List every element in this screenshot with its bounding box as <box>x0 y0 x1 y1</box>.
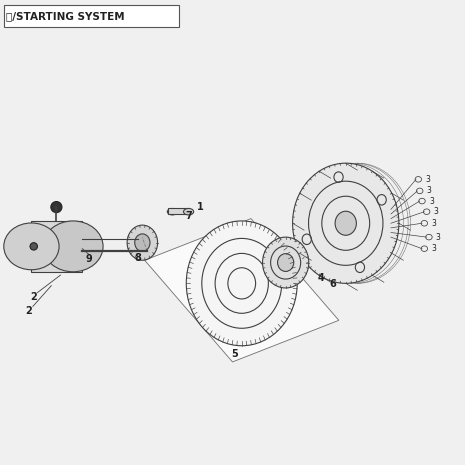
Ellipse shape <box>4 223 59 270</box>
Text: 3: 3 <box>426 186 432 195</box>
Ellipse shape <box>278 253 294 272</box>
Ellipse shape <box>167 208 178 215</box>
Ellipse shape <box>135 234 150 252</box>
Ellipse shape <box>127 225 158 260</box>
Text: 8: 8 <box>134 253 141 263</box>
Ellipse shape <box>51 201 62 213</box>
Ellipse shape <box>138 239 152 250</box>
Ellipse shape <box>186 221 297 346</box>
Ellipse shape <box>184 208 194 215</box>
Text: 1: 1 <box>197 202 204 212</box>
Text: 5: 5 <box>232 349 238 359</box>
Ellipse shape <box>292 163 399 283</box>
Text: 7: 7 <box>185 211 192 221</box>
Bar <box>168 208 189 214</box>
Ellipse shape <box>43 221 103 272</box>
Text: 6: 6 <box>330 279 336 289</box>
Ellipse shape <box>335 211 356 235</box>
Text: 3: 3 <box>431 219 436 228</box>
Text: 9: 9 <box>86 254 93 264</box>
Text: 3: 3 <box>431 244 436 253</box>
Text: 3: 3 <box>436 232 441 242</box>
Text: 3: 3 <box>433 207 438 216</box>
Ellipse shape <box>30 243 38 250</box>
Text: 3: 3 <box>425 175 430 184</box>
Polygon shape <box>145 219 339 362</box>
Text: 3: 3 <box>429 197 434 206</box>
Ellipse shape <box>263 237 309 288</box>
Polygon shape <box>32 221 82 272</box>
Text: 4: 4 <box>318 273 325 283</box>
Text: 2: 2 <box>26 306 33 316</box>
Text: 2: 2 <box>30 292 37 302</box>
Text: 统/STARTING SYSTEM: 统/STARTING SYSTEM <box>6 12 125 22</box>
FancyBboxPatch shape <box>4 5 179 27</box>
